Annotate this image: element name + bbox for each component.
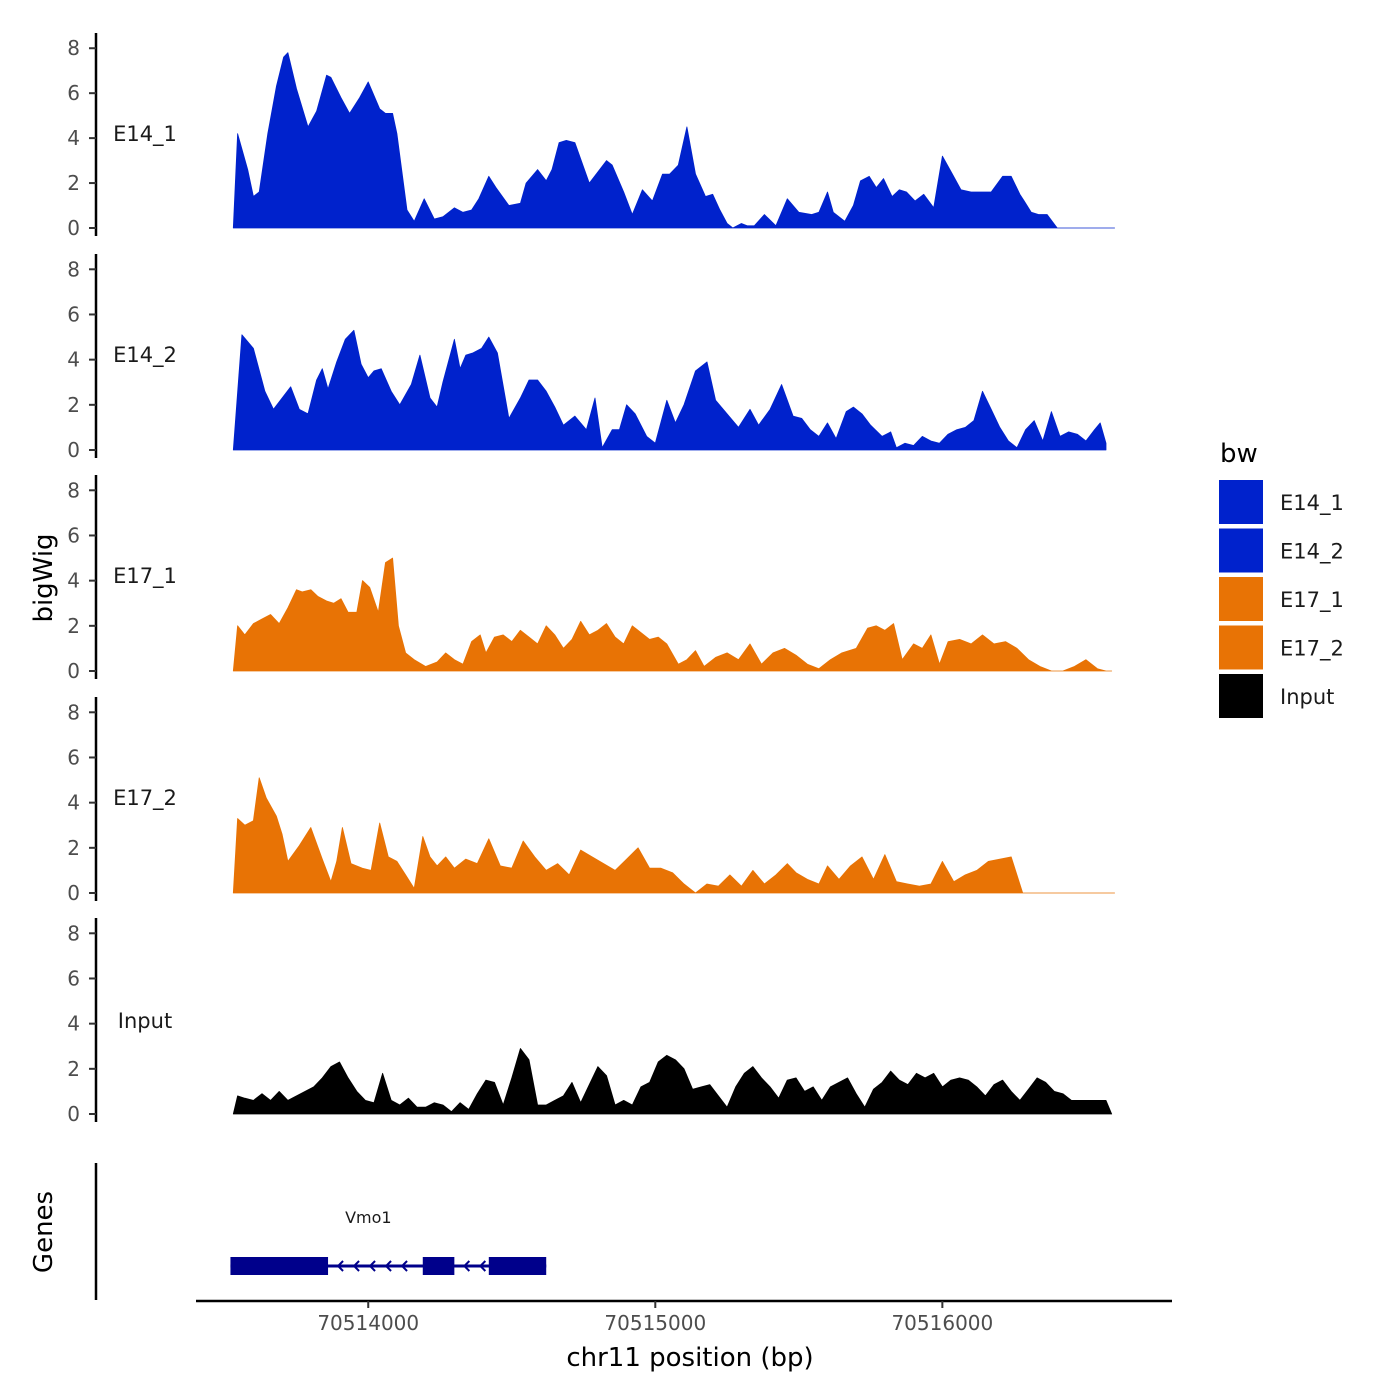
y-tick-label: 2 — [67, 171, 80, 195]
strand-arrow — [368, 1260, 376, 1272]
y-tick-label: 8 — [67, 36, 80, 60]
y-tick-label: 0 — [67, 659, 80, 683]
track-label: Input — [118, 1009, 172, 1033]
area-Input — [232, 1048, 1113, 1115]
gene-Vmo1: Vmo1 — [230, 1208, 547, 1275]
area-E17_1 — [232, 557, 1113, 672]
gene-exon — [230, 1257, 329, 1275]
y-tick-label: 2 — [67, 1057, 80, 1081]
strand-arrow — [400, 1260, 408, 1272]
legend-items: E14_1 E14_2 E17_1 E17_2 Input — [1219, 480, 1344, 718]
y-tick-label: 8 — [67, 478, 80, 502]
legend-swatch-Input — [1219, 674, 1263, 718]
x-tick-label: 70516000 — [891, 1311, 993, 1335]
x-tick-label: 70515000 — [604, 1311, 706, 1335]
track-E17_2: 0 2 4 6 8 E17_2 — [67, 697, 1115, 905]
x-ticks: 70514000 70515000 70516000 — [317, 1301, 993, 1335]
y-tick-label: 0 — [67, 438, 80, 462]
area-E14_2 — [232, 329, 1107, 451]
y-tick-label: 6 — [67, 302, 80, 326]
x-tick-label: 70514000 — [317, 1311, 419, 1335]
y-tick-label: 0 — [67, 881, 80, 905]
strand-arrow — [352, 1260, 360, 1272]
gene-models: Vmo1 — [230, 1208, 547, 1275]
y-tick-label: 0 — [67, 1102, 80, 1126]
track-E17_1: 0 2 4 6 8 E17_1 — [67, 475, 1113, 683]
y-tick-label: 6 — [67, 745, 80, 769]
gene-name-label: Vmo1 — [345, 1208, 392, 1227]
legend-label-E17_2: E17_2 — [1280, 637, 1344, 662]
y-tick-label: 4 — [67, 126, 80, 150]
legend-swatch-E14_1 — [1219, 480, 1263, 524]
y-tick-label: 4 — [67, 791, 80, 815]
y-tick-label: 2 — [67, 614, 80, 638]
legend-swatch-E14_2 — [1219, 528, 1263, 573]
track-panels: 0 2 4 6 8 E14_1 0 2 4 6 8 E14_2 0 2 4 6 8 E17_1 0 2 4 6 8 E17_2… — [67, 33, 1115, 1126]
y-tick-label: 8 — [67, 700, 80, 724]
y-tick-label: 6 — [67, 81, 80, 105]
y-tick-label: 4 — [67, 569, 80, 593]
y-tick-label: 0 — [67, 216, 80, 240]
legend-label-Input: Input — [1280, 685, 1334, 709]
y-tick-label: 2 — [67, 836, 80, 860]
y-tick-label: 8 — [67, 921, 80, 945]
track-label: E17_1 — [113, 564, 177, 589]
strand-arrow — [462, 1260, 471, 1272]
strand-arrow — [336, 1260, 344, 1272]
gene-exon — [422, 1257, 455, 1275]
genes-axis-title: Genes — [29, 1191, 59, 1273]
track-Input: 0 2 4 6 8 Input — [67, 918, 1113, 1126]
area-E14_1 — [232, 52, 1115, 229]
legend-label-E14_1: E14_1 — [1280, 491, 1344, 516]
track-E14_1: 0 2 4 6 8 E14_1 — [67, 33, 1115, 240]
y-tick-label: 8 — [67, 257, 80, 281]
track-label: E14_2 — [113, 343, 177, 368]
track-label: E17_2 — [113, 786, 177, 811]
legend-swatch-E17_1 — [1219, 577, 1263, 621]
track-label: E14_1 — [113, 122, 177, 147]
gene-exon — [488, 1257, 547, 1275]
y-tick-label: 4 — [67, 348, 80, 372]
legend-swatch-E17_2 — [1219, 625, 1263, 670]
gene-panel: Genes Vmo1 — [29, 1163, 547, 1300]
legend: bw E14_1 E14_2 E17_1 E17_2 Input — [1219, 439, 1344, 718]
y-tick-label: 6 — [67, 523, 80, 547]
y-tick-label: 4 — [67, 1012, 80, 1036]
x-axis: 70514000 70515000 70516000 chr11 position … — [196, 1299, 1172, 1373]
track-E14_2: 0 2 4 6 8 E14_2 — [67, 254, 1107, 462]
y-tick-label: 6 — [67, 966, 80, 990]
y-axis-title: bigWig — [29, 533, 59, 622]
y-tick-label: 2 — [67, 393, 80, 417]
legend-label-E14_2: E14_2 — [1280, 540, 1344, 565]
legend-title: bw — [1220, 439, 1258, 469]
x-axis-title: chr11 position (bp) — [566, 1343, 813, 1373]
strand-arrow — [384, 1260, 392, 1272]
legend-label-E17_1: E17_1 — [1280, 588, 1344, 613]
strand-arrow — [478, 1260, 487, 1272]
area-E17_2 — [232, 777, 1115, 894]
